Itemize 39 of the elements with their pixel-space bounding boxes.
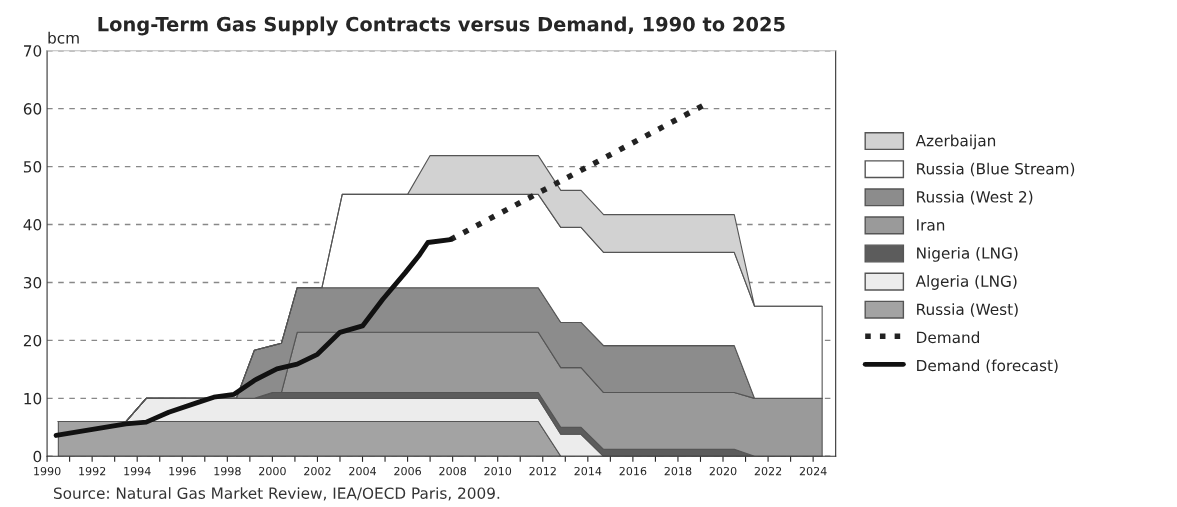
x-tick-label: 2014 [574, 466, 602, 476]
legend-label: Nigeria (LNG) [917, 247, 1018, 262]
x-tick-label: 2018 [664, 466, 692, 476]
x-tick-label: 1996 [169, 466, 196, 476]
y-tick-label: 40 [23, 218, 42, 231]
y-tick-label: 10 [24, 392, 42, 405]
y-tick-label: 70 [24, 45, 42, 57]
x-tick-label: 2004 [349, 466, 377, 476]
y-axis-title: bcm [48, 31, 79, 44]
line-series [53, 237, 453, 438]
legend-label: Demand [917, 331, 980, 344]
x-tick-label: 2008 [439, 466, 467, 476]
x-tick-label: 1994 [124, 466, 151, 476]
legend-label: Algeria (LNG) [915, 275, 1017, 290]
x-tick-label: 2022 [754, 466, 782, 476]
x-tick-label: 1990 [34, 466, 61, 476]
x-tick-label: 2016 [619, 466, 647, 476]
y-tick-label: 0 [33, 450, 42, 463]
legend-label: Russia (Blue Stream) [917, 162, 1075, 177]
legend-label: Russia (West 2) [917, 190, 1033, 205]
source-note: Source: Natural Gas Market Review, IEA/OECD Paris, 2009. [53, 487, 500, 501]
x-tick-label: 1992 [79, 466, 106, 476]
x-tick-label: 2000 [259, 466, 286, 476]
legend-label: Azerbaijan [915, 134, 996, 150]
x-tick-label: 2012 [529, 466, 556, 476]
legend-label: Russia (West) [917, 303, 1018, 317]
x-tick-label: 2024 [799, 466, 827, 476]
x-tick-label: 2002 [304, 466, 331, 476]
legend-label: Demand (forecast) [917, 359, 1058, 374]
y-tick-label: 60 [23, 103, 42, 115]
x-tick-label: 1998 [214, 466, 241, 476]
y-tick-label: 30 [23, 276, 42, 289]
y-tick-label: 50 [23, 161, 42, 173]
chart-title: Long-Term Gas Supply Contracts versus Demand, 1990 to 2025 [98, 16, 785, 36]
x-tick-label: 2020 [709, 466, 737, 476]
y-tick-label: 20 [23, 334, 42, 347]
x-tick-label: 2010 [484, 466, 512, 476]
legend-label: Iran [917, 219, 945, 231]
x-tick-label: 2006 [394, 466, 422, 476]
